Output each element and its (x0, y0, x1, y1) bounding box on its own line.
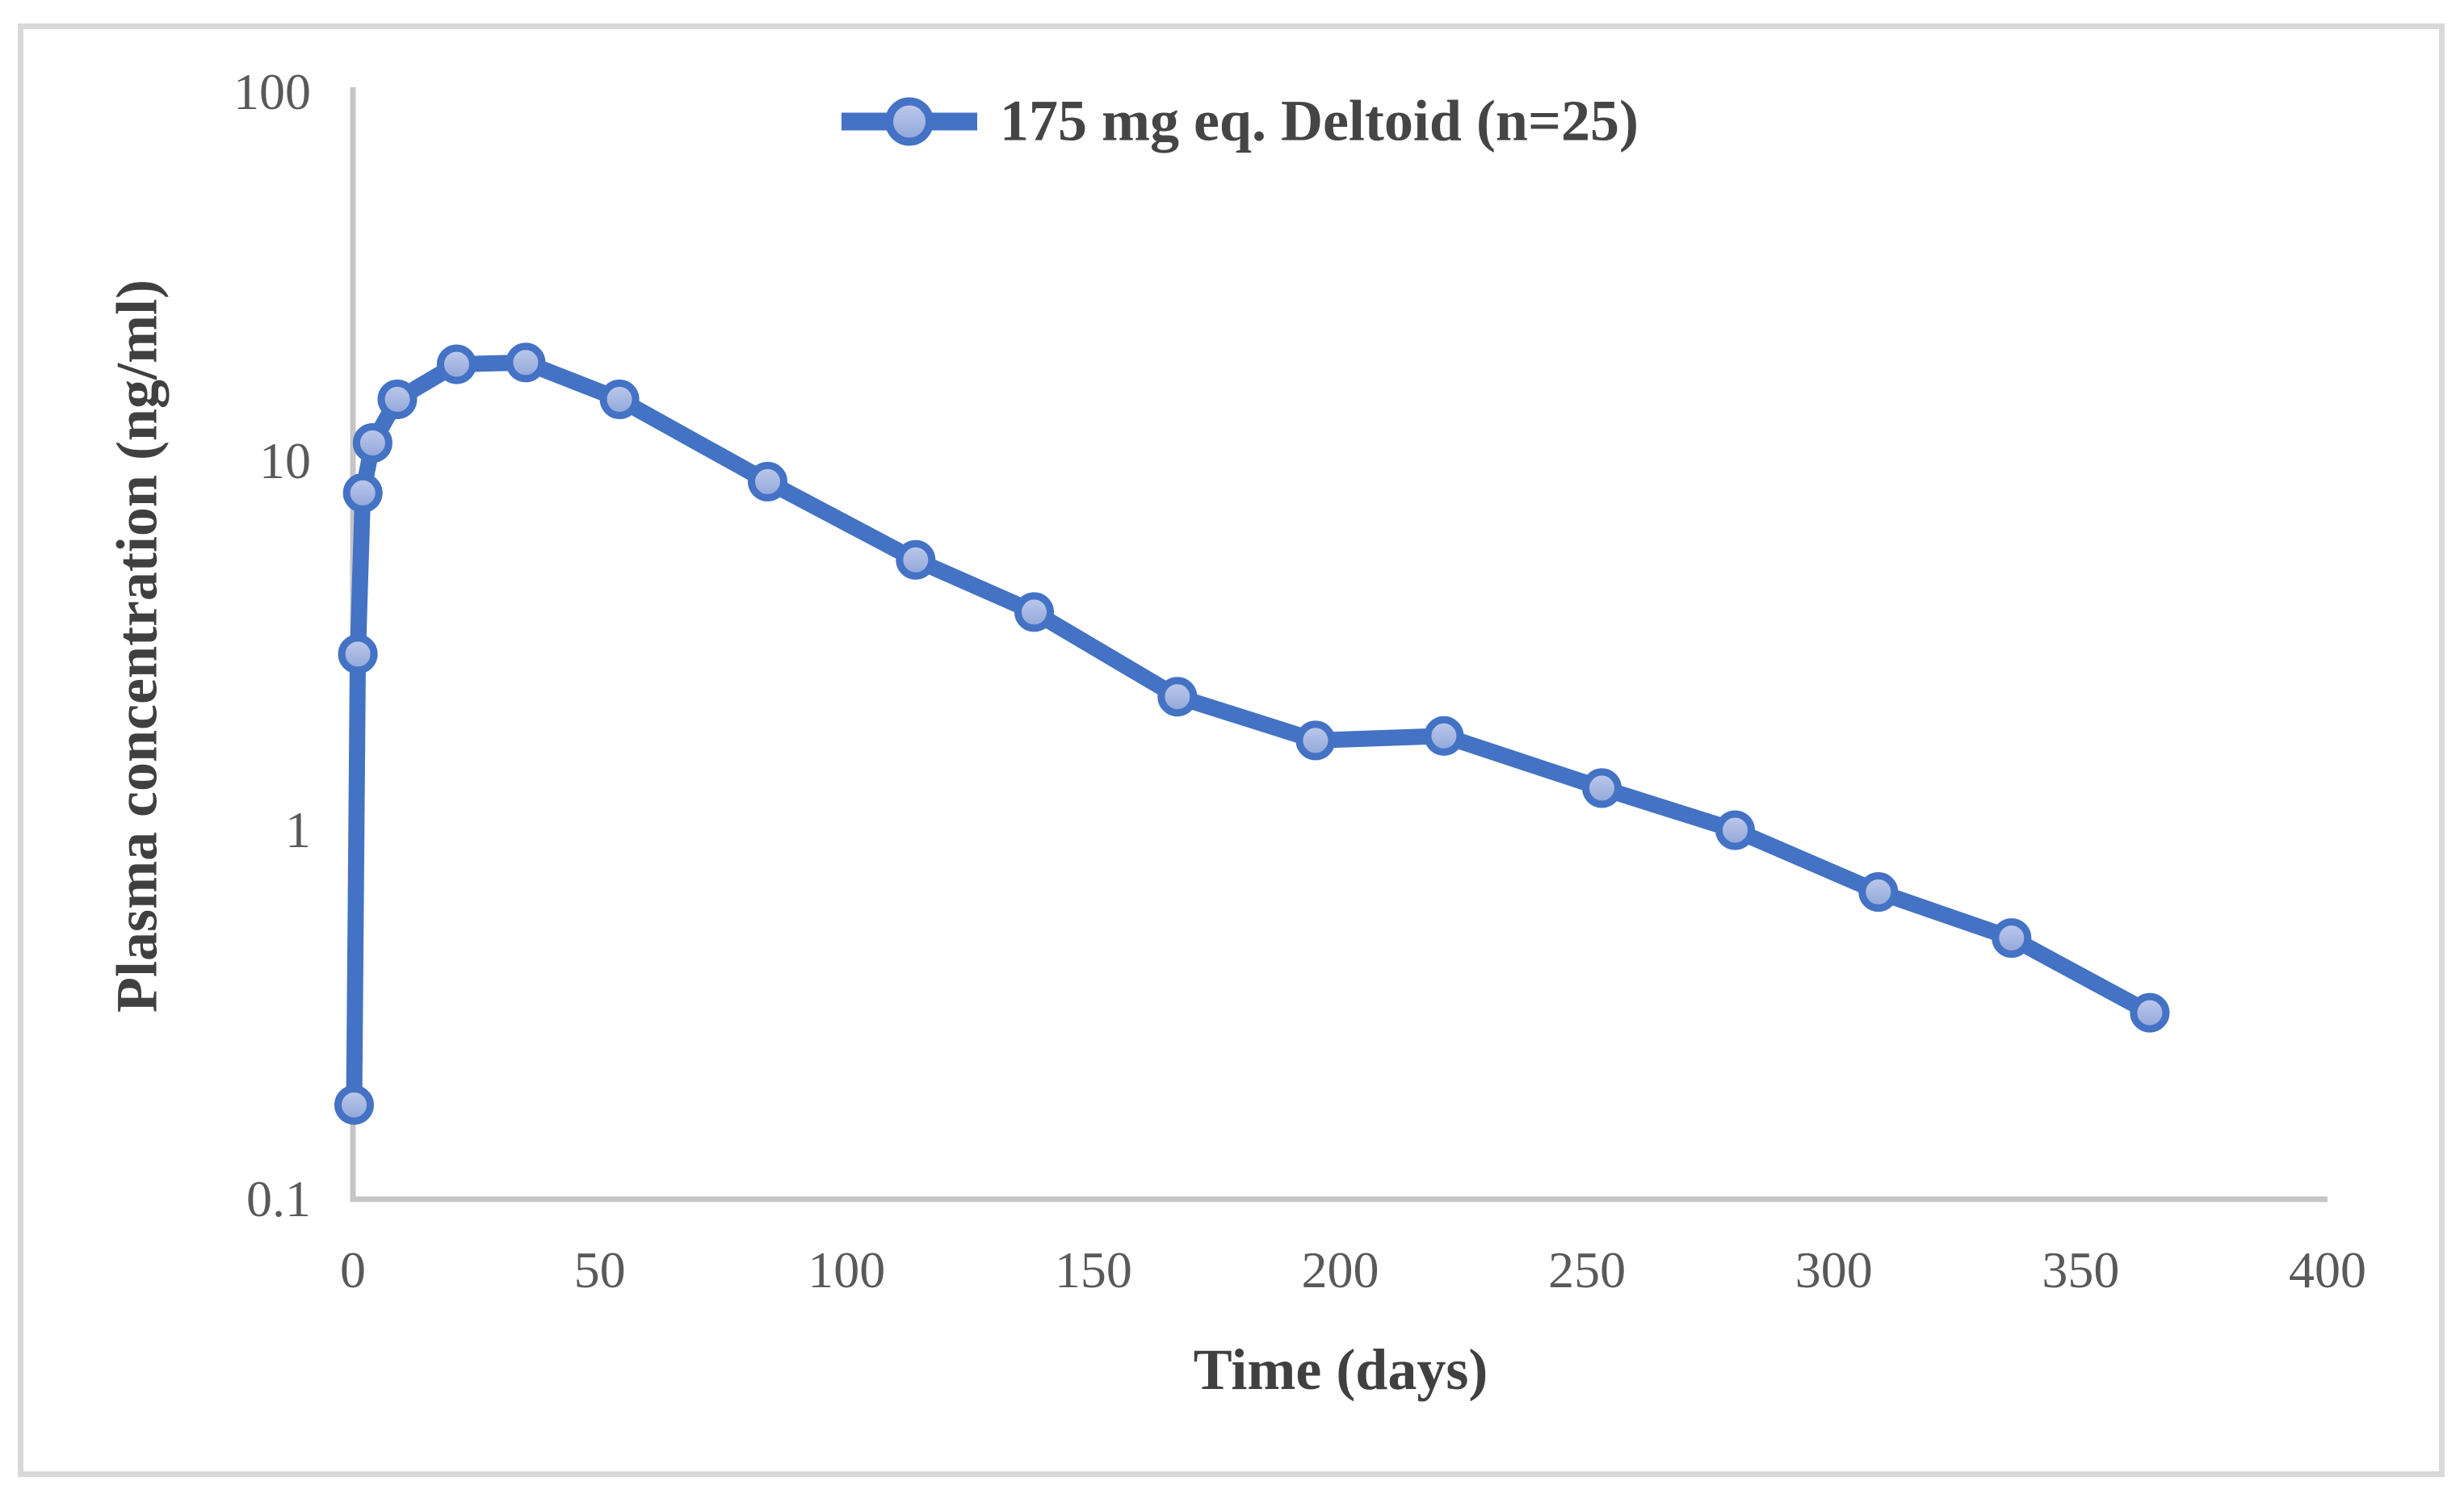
data-point-marker (1858, 872, 1899, 912)
data-point-marker (338, 634, 378, 674)
x-tick-label: 50 (573, 1241, 626, 1299)
data-point-marker (1992, 918, 2032, 959)
series-group (334, 342, 2170, 1125)
data-point-marker (1424, 715, 1464, 756)
y-tick-label: 0.1 (246, 1170, 311, 1227)
x-tick-label: 400 (2289, 1241, 2366, 1299)
axis-lines (350, 87, 2328, 1202)
y-tick-label: 1 (285, 801, 311, 858)
x-axis-title: Time (days) (1193, 1337, 1488, 1402)
data-point-marker (1295, 720, 1336, 761)
x-tick-label: 350 (2042, 1241, 2120, 1299)
y-tick-label: 10 (259, 432, 311, 489)
data-point-marker (896, 539, 936, 580)
y-axis-title: Plasma concentration (ng/ml) (104, 279, 170, 1013)
legend: 175 mg eq. Deltoid (n=25) (840, 88, 1639, 155)
data-point-marker (342, 472, 383, 513)
data-point-marker (1157, 677, 1198, 717)
data-point-marker (748, 461, 787, 501)
legend-marker-sample (842, 97, 977, 145)
data-point-marker (1582, 768, 1622, 808)
series-line (346, 354, 2158, 1114)
x-tick-label: 300 (1794, 1241, 1873, 1299)
x-tick-label: 250 (1548, 1241, 1627, 1299)
axis-line (350, 87, 2328, 1202)
chart-outer-border (18, 23, 2445, 1477)
data-point-marker (334, 1085, 374, 1125)
x-tick-label: 0 (340, 1241, 366, 1299)
data-point-marker (377, 380, 418, 419)
x-tick-label: 150 (1054, 1241, 1132, 1299)
x-tick-label: 100 (808, 1241, 886, 1299)
legend-label: 175 mg eq. Deltoid (n=25) (1000, 88, 1639, 153)
data-point-marker (352, 423, 392, 463)
legend-point-icon (885, 97, 934, 145)
data-point-marker (2130, 992, 2170, 1033)
data-point-marker (599, 380, 640, 419)
data-point-marker (506, 342, 546, 383)
data-point-marker (436, 344, 476, 384)
data-point-marker (1715, 810, 1755, 850)
y-tick-label: 100 (233, 63, 311, 120)
x-tick-label: 200 (1301, 1241, 1379, 1299)
data-point-marker (1014, 592, 1054, 632)
